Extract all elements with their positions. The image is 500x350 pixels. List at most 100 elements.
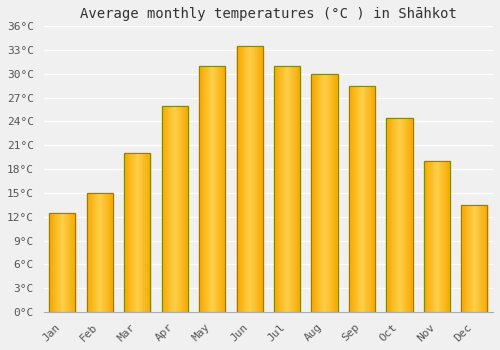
Bar (477, 205, 478, 312)
Bar (148, 153, 150, 312)
Bar (469, 205, 470, 312)
Bar (462, 205, 463, 312)
Bar (132, 153, 133, 312)
Bar (224, 66, 226, 312)
Bar (67, 213, 68, 312)
Bar (354, 86, 355, 312)
Bar (431, 161, 432, 312)
Bar (50, 213, 51, 312)
Bar (50, 213, 76, 312)
Bar (464, 205, 466, 312)
Bar (389, 118, 390, 312)
Bar (239, 46, 240, 312)
Bar (91, 193, 92, 312)
Bar (364, 86, 366, 312)
Bar (164, 106, 165, 312)
Bar (360, 86, 361, 312)
Bar (397, 118, 398, 312)
Bar (443, 161, 444, 312)
Bar (289, 66, 290, 312)
Bar (124, 153, 150, 312)
Bar (316, 74, 318, 312)
Bar (139, 153, 140, 312)
Bar (86, 193, 88, 312)
Bar (254, 46, 255, 312)
Bar (392, 118, 394, 312)
Bar (274, 66, 275, 312)
Bar (207, 66, 208, 312)
Bar (408, 118, 409, 312)
Bar (184, 106, 185, 312)
Bar (180, 106, 181, 312)
Bar (398, 118, 400, 312)
Bar (187, 106, 188, 312)
Bar (252, 46, 253, 312)
Bar (401, 118, 402, 312)
Bar (138, 153, 139, 312)
Bar (165, 106, 166, 312)
Bar (424, 161, 426, 312)
Bar (246, 46, 247, 312)
Bar (124, 153, 125, 312)
Bar (411, 118, 412, 312)
Bar (409, 118, 410, 312)
Bar (253, 46, 254, 312)
Bar (294, 66, 295, 312)
Bar (323, 74, 324, 312)
Bar (256, 46, 258, 312)
Bar (167, 106, 168, 312)
Bar (210, 66, 212, 312)
Bar (395, 118, 396, 312)
Bar (73, 213, 74, 312)
Bar (296, 66, 298, 312)
Bar (350, 86, 352, 312)
Bar (337, 74, 338, 312)
Bar (470, 205, 471, 312)
Bar (112, 193, 113, 312)
Bar (176, 106, 178, 312)
Bar (475, 205, 476, 312)
Bar (322, 74, 323, 312)
Bar (326, 74, 327, 312)
Bar (214, 66, 215, 312)
Bar (105, 193, 106, 312)
Bar (59, 213, 60, 312)
Bar (448, 161, 449, 312)
Bar (93, 193, 94, 312)
Bar (449, 161, 450, 312)
Bar (324, 74, 326, 312)
Bar (99, 193, 100, 312)
Bar (486, 205, 488, 312)
Bar (298, 66, 300, 312)
Bar (336, 74, 337, 312)
Bar (100, 193, 102, 312)
Bar (212, 66, 213, 312)
Bar (396, 118, 397, 312)
Bar (126, 153, 127, 312)
Bar (242, 46, 244, 312)
Bar (468, 205, 469, 312)
Bar (127, 153, 128, 312)
Bar (104, 193, 105, 312)
Bar (335, 74, 336, 312)
Bar (68, 213, 70, 312)
Bar (145, 153, 146, 312)
Bar (404, 118, 406, 312)
Bar (218, 66, 219, 312)
Bar (200, 66, 201, 312)
Bar (279, 66, 280, 312)
Bar (53, 213, 54, 312)
Bar (288, 66, 289, 312)
Bar (369, 86, 370, 312)
Bar (136, 153, 138, 312)
Bar (426, 161, 428, 312)
Bar (313, 74, 314, 312)
Bar (182, 106, 184, 312)
Bar (438, 161, 440, 312)
Bar (410, 118, 411, 312)
Bar (185, 106, 186, 312)
Bar (356, 86, 358, 312)
Bar (390, 118, 392, 312)
Bar (327, 74, 328, 312)
Bar (240, 46, 241, 312)
